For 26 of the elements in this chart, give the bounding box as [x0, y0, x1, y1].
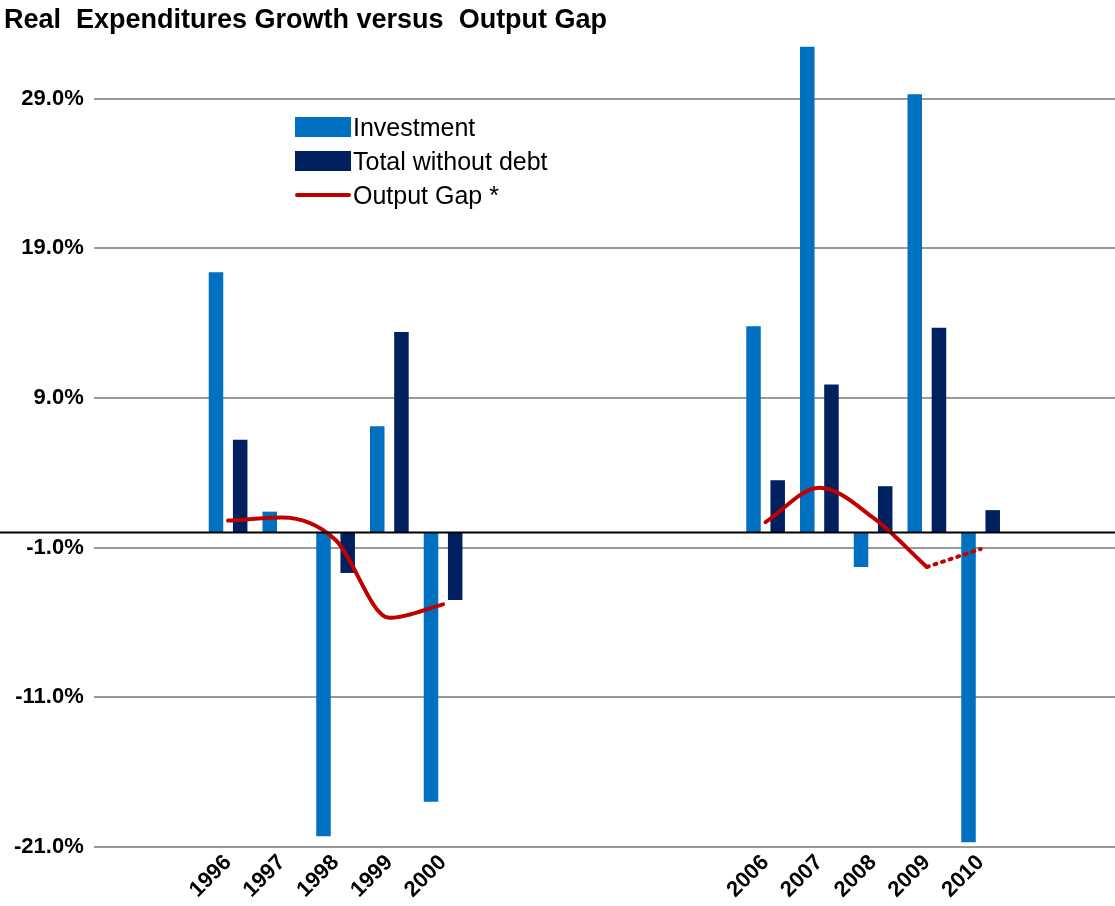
bar	[824, 384, 839, 533]
legend-label: Investment	[353, 112, 476, 142]
bar	[931, 327, 947, 533]
bar	[394, 332, 409, 533]
y-tick-label: -11.0%	[15, 683, 84, 709]
y-tick-label: -1.0%	[26, 533, 84, 559]
bar	[961, 532, 976, 843]
y-tick-label: 29.0%	[21, 84, 84, 110]
bar	[800, 46, 815, 533]
bar	[985, 510, 1000, 533]
bar	[853, 532, 869, 567]
bar	[447, 532, 463, 600]
bar	[423, 532, 439, 802]
bar	[907, 94, 923, 533]
y-tick-label: 9.0%	[33, 384, 84, 410]
bar	[208, 272, 224, 533]
y-tick-label: 19.0%	[21, 234, 84, 260]
bar	[316, 532, 331, 837]
legend-label: Total without debt	[353, 146, 548, 176]
bar	[746, 326, 761, 533]
y-tick-label: -21.0%	[13, 832, 84, 858]
bar	[369, 426, 385, 533]
bar	[770, 480, 785, 533]
chart-title: Real Expenditures Growth versus Output Gap	[4, 3, 608, 34]
legend-label: Output Gap *	[353, 180, 499, 210]
bar	[232, 439, 248, 533]
